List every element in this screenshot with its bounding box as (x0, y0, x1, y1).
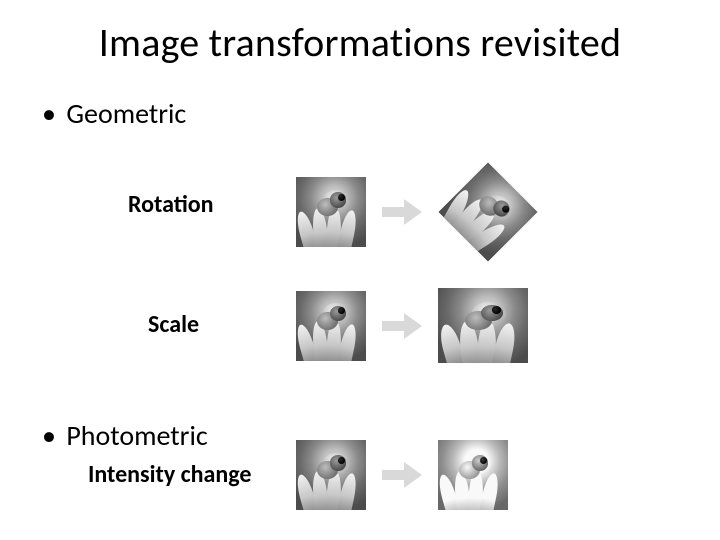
thumb-intensity-after (438, 440, 508, 510)
thumb-scale-after (438, 288, 528, 363)
arrow-icon (382, 199, 422, 225)
arrow-path (382, 462, 422, 488)
thumb-rotation-after (439, 163, 538, 262)
bullet-geometric: • Geometric (42, 96, 186, 131)
placeholder-image (296, 440, 366, 510)
bullet-photometric-text: Photometric (66, 418, 207, 453)
label-intensity: Intensity change (88, 460, 251, 489)
placeholder-image (439, 163, 538, 262)
arrow-path (382, 199, 422, 225)
bullet-dot: • (42, 418, 60, 453)
placeholder-image (438, 440, 508, 510)
thumb-rotation-before (296, 177, 366, 247)
arrow-icon (382, 313, 422, 339)
bullet-geometric-text: Geometric (66, 96, 186, 131)
row-intensity (296, 440, 508, 510)
bullet-dot: • (42, 96, 60, 131)
thumb-rotation-after-wrap (438, 162, 538, 262)
label-rotation: Rotation (128, 190, 214, 219)
bullet-photometric: • Photometric (42, 418, 208, 453)
row-rotation (296, 162, 538, 262)
thumb-intensity-before (296, 440, 366, 510)
row-scale (296, 288, 528, 363)
placeholder-image (296, 291, 366, 361)
label-scale: Scale (148, 310, 199, 339)
slide-title: Image transformations revisited (0, 18, 720, 67)
placeholder-image (296, 177, 366, 247)
placeholder-image (438, 288, 528, 363)
arrow-path (382, 313, 422, 339)
thumb-scale-before (296, 291, 366, 361)
arrow-icon (382, 462, 422, 488)
